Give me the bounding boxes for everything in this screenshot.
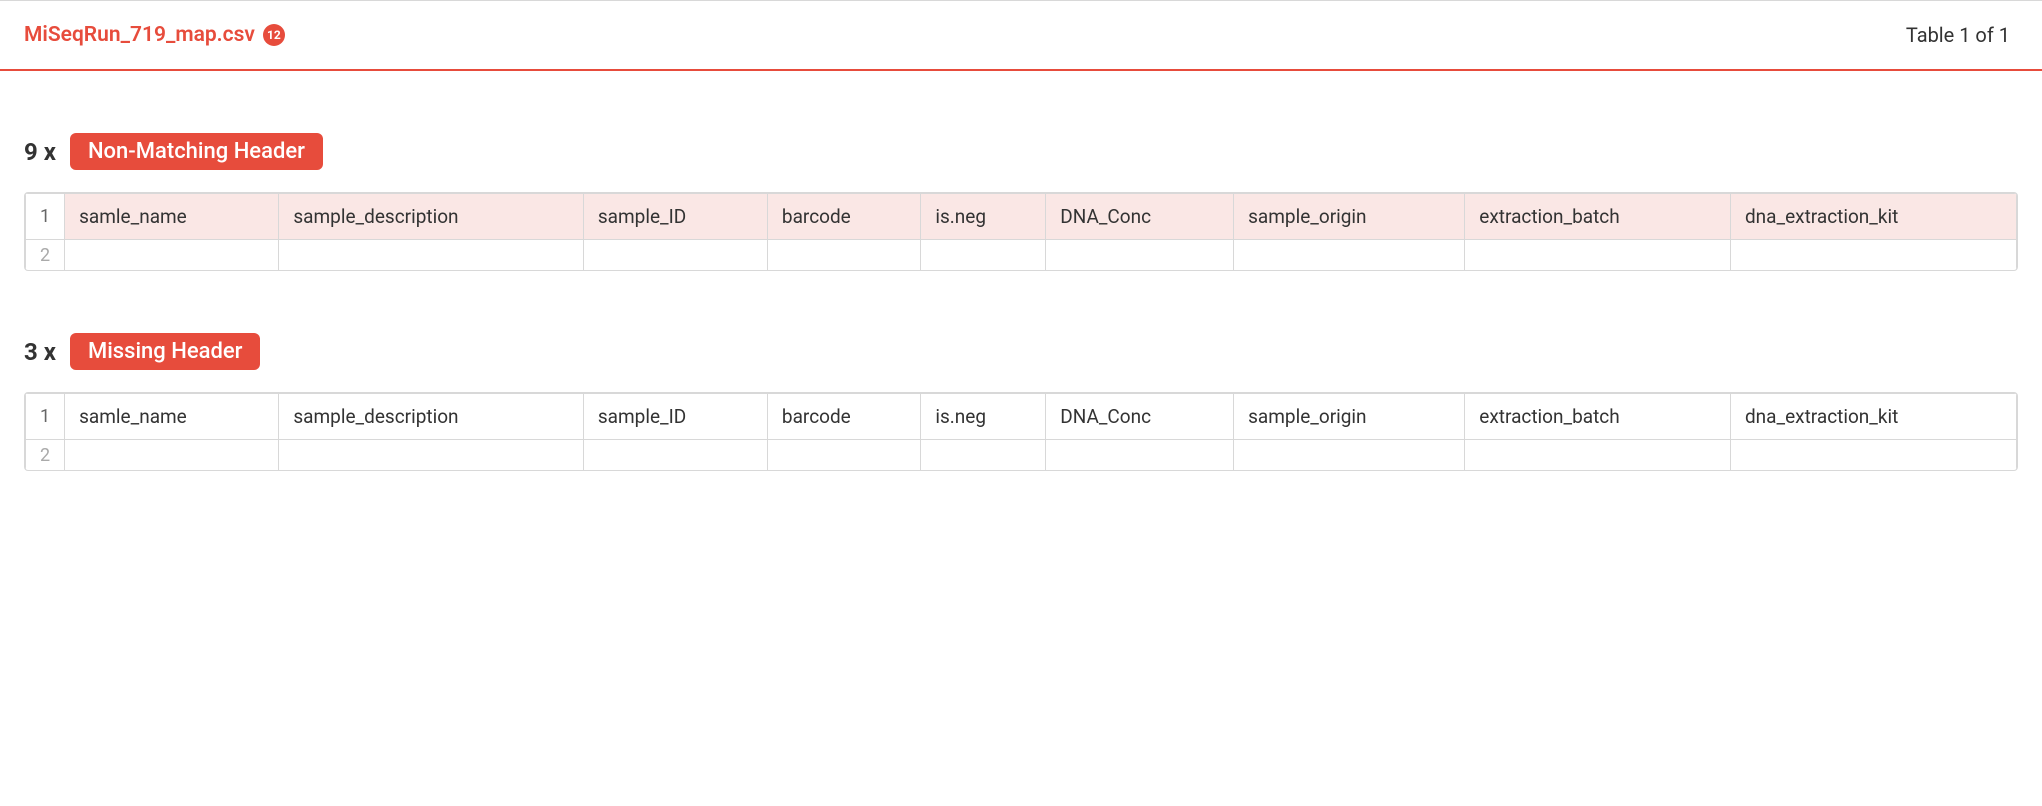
column-header: extraction_batch xyxy=(1465,394,1731,440)
table-cell xyxy=(1730,440,2016,471)
column-header: barcode xyxy=(767,394,920,440)
table-cell xyxy=(279,240,583,271)
column-header: sample_origin xyxy=(1234,194,1465,240)
table-cell xyxy=(1234,240,1465,271)
table-cell xyxy=(583,240,767,271)
column-header: sample_description xyxy=(279,194,583,240)
table-header-row: 1 samle_name sample_description sample_I… xyxy=(26,194,2017,240)
row-number: 2 xyxy=(26,440,65,471)
table-cell xyxy=(1234,440,1465,471)
column-header: barcode xyxy=(767,194,920,240)
column-header: sample_ID xyxy=(583,394,767,440)
column-header: samle_name xyxy=(65,394,279,440)
table-cell xyxy=(921,440,1046,471)
table-cell xyxy=(1465,240,1731,271)
table-cell xyxy=(921,240,1046,271)
table-row: 2 xyxy=(26,240,2017,271)
column-header: sample_ID xyxy=(583,194,767,240)
column-header: sample_origin xyxy=(1234,394,1465,440)
issue-type-pill: Non-Matching Header xyxy=(70,133,323,170)
file-header-bar: MiSeqRun_719_map.csv 12 Table 1 of 1 xyxy=(0,1,2042,71)
column-header: is.neg xyxy=(921,394,1046,440)
issue-count-label: 3 x xyxy=(24,338,56,366)
table-cell xyxy=(279,440,583,471)
issue-block-nonmatching: 9 x Non-Matching Header 1 samle_name sam… xyxy=(24,133,2018,271)
row-number: 2 xyxy=(26,240,65,271)
column-header: sample_description xyxy=(279,394,583,440)
table-cell xyxy=(1730,240,2016,271)
issue-title-row: 9 x Non-Matching Header xyxy=(24,133,2018,170)
issue-count-label: 9 x xyxy=(24,138,56,166)
issue-count-badge: 12 xyxy=(263,24,285,46)
table-cell xyxy=(767,240,920,271)
table-pager-label: Table 1 of 1 xyxy=(1906,23,2018,47)
issues-content: 9 x Non-Matching Header 1 samle_name sam… xyxy=(0,133,2042,495)
data-table: 1 samle_name sample_description sample_I… xyxy=(25,393,2017,470)
row-number: 1 xyxy=(26,194,65,240)
issue-table: 1 samle_name sample_description sample_I… xyxy=(24,192,2018,271)
data-table: 1 samle_name sample_description sample_I… xyxy=(25,193,2017,270)
issue-block-missing: 3 x Missing Header 1 samle_name sample_d… xyxy=(24,333,2018,471)
table-row: 2 xyxy=(26,440,2017,471)
column-header: dna_extraction_kit xyxy=(1730,394,2016,440)
column-header: DNA_Conc xyxy=(1046,394,1234,440)
column-header: is.neg xyxy=(921,194,1046,240)
column-header: dna_extraction_kit xyxy=(1730,194,2016,240)
issue-title-row: 3 x Missing Header xyxy=(24,333,2018,370)
issue-table: 1 samle_name sample_description sample_I… xyxy=(24,392,2018,471)
table-header-row: 1 samle_name sample_description sample_I… xyxy=(26,394,2017,440)
column-header: samle_name xyxy=(65,194,279,240)
table-cell xyxy=(65,440,279,471)
table-cell xyxy=(583,440,767,471)
table-cell xyxy=(1465,440,1731,471)
filename-group: MiSeqRun_719_map.csv 12 xyxy=(24,23,285,47)
table-cell xyxy=(65,240,279,271)
column-header: DNA_Conc xyxy=(1046,194,1234,240)
table-cell xyxy=(767,440,920,471)
row-number: 1 xyxy=(26,394,65,440)
filename-label: MiSeqRun_719_map.csv xyxy=(24,23,255,47)
issue-type-pill: Missing Header xyxy=(70,333,261,370)
column-header: extraction_batch xyxy=(1465,194,1731,240)
panel: MiSeqRun_719_map.csv 12 Table 1 of 1 9 x… xyxy=(0,0,2042,495)
table-cell xyxy=(1046,440,1234,471)
table-cell xyxy=(1046,240,1234,271)
